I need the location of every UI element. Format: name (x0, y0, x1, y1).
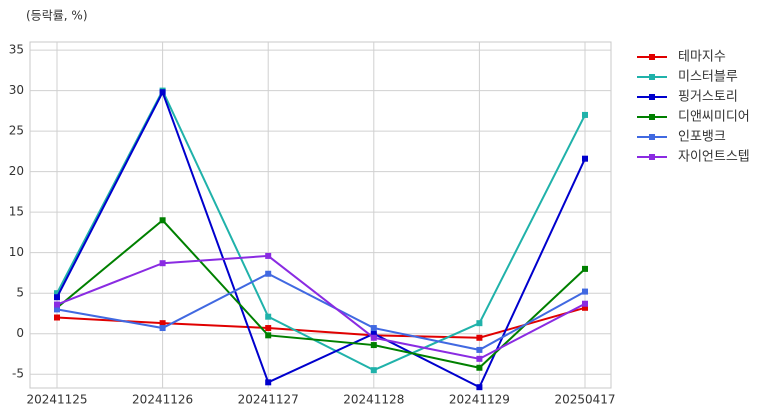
series-line (56, 306, 586, 339)
point (582, 288, 588, 295)
point (476, 320, 483, 327)
x-tick-label: 20241129 (449, 393, 510, 407)
point (476, 355, 483, 362)
point (265, 270, 272, 277)
y-tick-label: 25 (9, 124, 24, 138)
point (476, 346, 483, 353)
series-line (56, 218, 586, 369)
x-tick-label: 20250417 (554, 393, 615, 407)
y-axis-label: (등락률, %) (26, 9, 88, 23)
legend-label: 디앤씨미디어 (678, 110, 750, 125)
point (54, 306, 60, 313)
x-tick-label: 20241127 (238, 393, 299, 407)
point (370, 367, 377, 374)
y-tick-label: -5 (12, 367, 24, 381)
point (582, 155, 588, 162)
legend-label: 자이언트스텝 (678, 150, 750, 165)
x-tick-label: 20241128 (343, 393, 404, 407)
point (265, 379, 272, 386)
point (54, 290, 60, 297)
point (265, 252, 272, 259)
y-tick-label: 5 (16, 286, 24, 300)
plot-frame (29, 41, 612, 389)
point (370, 330, 377, 337)
point (582, 300, 588, 307)
y-tick-label: 15 (9, 205, 24, 219)
point (370, 325, 377, 332)
point (582, 111, 588, 118)
y-tick-label: 30 (9, 83, 24, 97)
point (370, 334, 377, 341)
legend-marker (649, 94, 655, 100)
x-tick-label: 20241126 (132, 393, 193, 407)
point (54, 301, 60, 308)
y-tick-label: 10 (9, 245, 24, 259)
legend-marker (649, 154, 655, 160)
point (159, 260, 166, 267)
legend-marker (649, 54, 655, 60)
y-tick-label: 0 (16, 326, 24, 340)
x-tick-label: 20241125 (26, 393, 87, 407)
point (582, 265, 588, 272)
point (54, 314, 60, 321)
point (159, 89, 166, 96)
legend-label: 인포뱅크 (678, 130, 726, 145)
point (370, 342, 377, 349)
point (476, 384, 483, 391)
point (476, 364, 483, 371)
legend-label: 미스터블루 (678, 70, 738, 85)
legend-marker (649, 114, 655, 120)
series-line (56, 254, 586, 360)
series-line (56, 272, 586, 351)
point (54, 294, 60, 301)
point (582, 304, 588, 311)
point (159, 325, 166, 332)
y-tick-label: 20 (9, 164, 24, 178)
point (476, 334, 483, 341)
legend-label: 테마지수 (678, 50, 726, 65)
point (265, 332, 272, 339)
y-tick-label: 35 (9, 43, 24, 57)
legend-marker (649, 134, 655, 140)
legend-label: 핑거스토리 (678, 90, 738, 105)
legend-marker (649, 74, 655, 80)
point (159, 320, 166, 327)
point (265, 325, 272, 332)
point (159, 217, 166, 224)
point (265, 313, 272, 320)
